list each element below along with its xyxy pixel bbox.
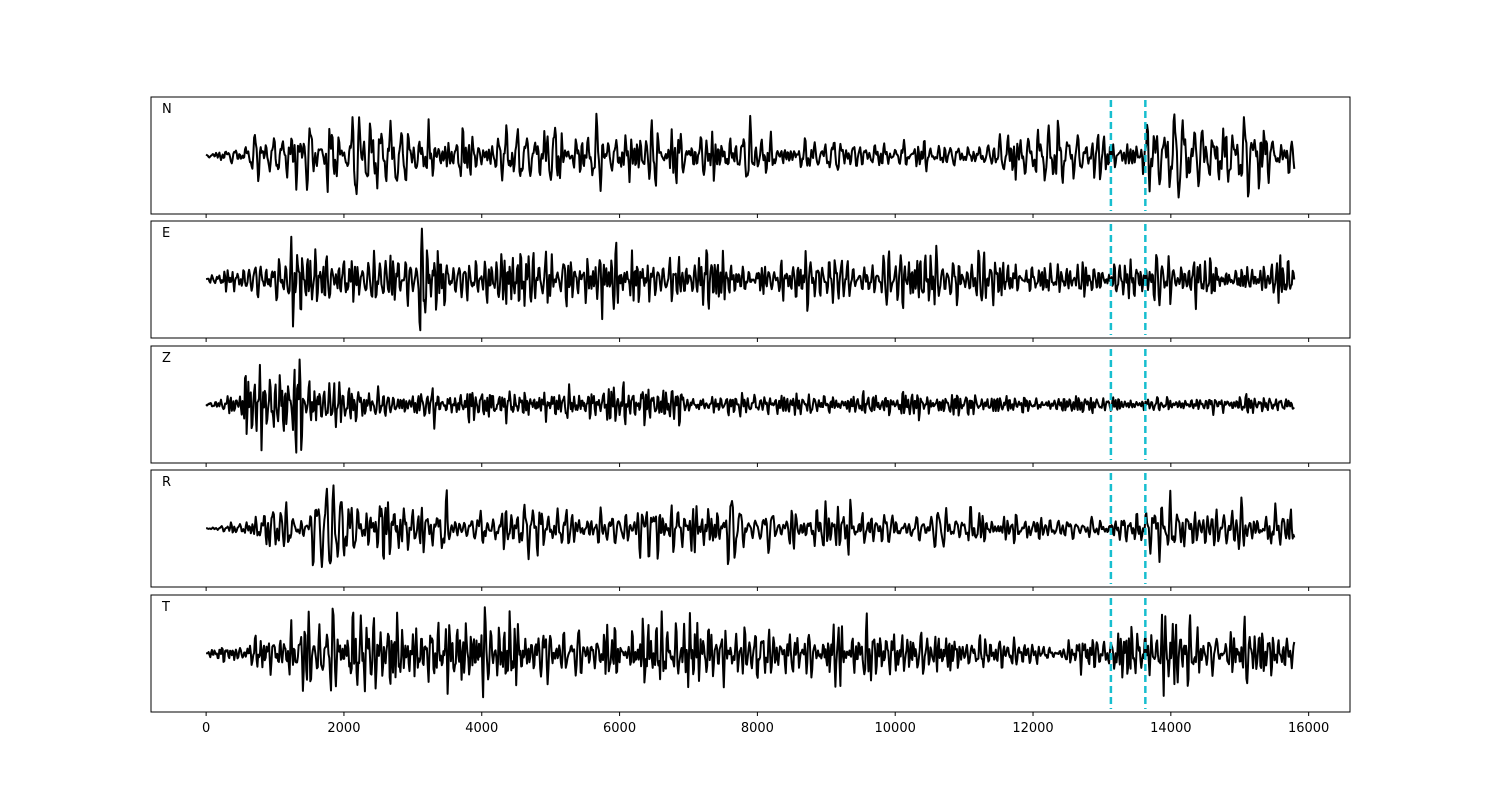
- x-tick-label: 10000: [875, 721, 916, 736]
- x-tick-label: 6000: [603, 721, 636, 736]
- panel-label-e: E: [162, 226, 170, 241]
- panel-frame: [150, 345, 1351, 464]
- x-tick-label: 0: [202, 721, 210, 736]
- x-tick-label: 8000: [741, 721, 774, 736]
- x-tick-label: 4000: [465, 721, 498, 736]
- x-tick-label: 12000: [1012, 721, 1053, 736]
- panel-frame: [150, 469, 1351, 588]
- panel-label-t: T: [161, 600, 170, 615]
- panel-n: N: [150, 96, 1351, 218]
- panel-e: E: [150, 220, 1351, 342]
- x-tick-label: 2000: [327, 721, 360, 736]
- waveform-trace-r: [206, 484, 1296, 568]
- panel-frame: [150, 220, 1351, 339]
- x-tick-label: 16000: [1288, 721, 1329, 736]
- waveform-trace-e: [205, 227, 1296, 332]
- panel-label-n: N: [162, 102, 172, 117]
- panel-label-r: R: [162, 475, 171, 490]
- waveform-trace-z: [205, 358, 1295, 454]
- panel-t: T: [150, 594, 1351, 716]
- waveform-trace-t: [205, 606, 1296, 699]
- panel-r: R: [150, 469, 1351, 591]
- panel-frame: [150, 594, 1351, 713]
- waveform-trace-n: [205, 112, 1296, 199]
- panel-frame: [150, 96, 1351, 215]
- panel-label-z: Z: [162, 351, 171, 366]
- x-tick-label: 14000: [1150, 721, 1191, 736]
- panel-z: Z: [150, 345, 1351, 467]
